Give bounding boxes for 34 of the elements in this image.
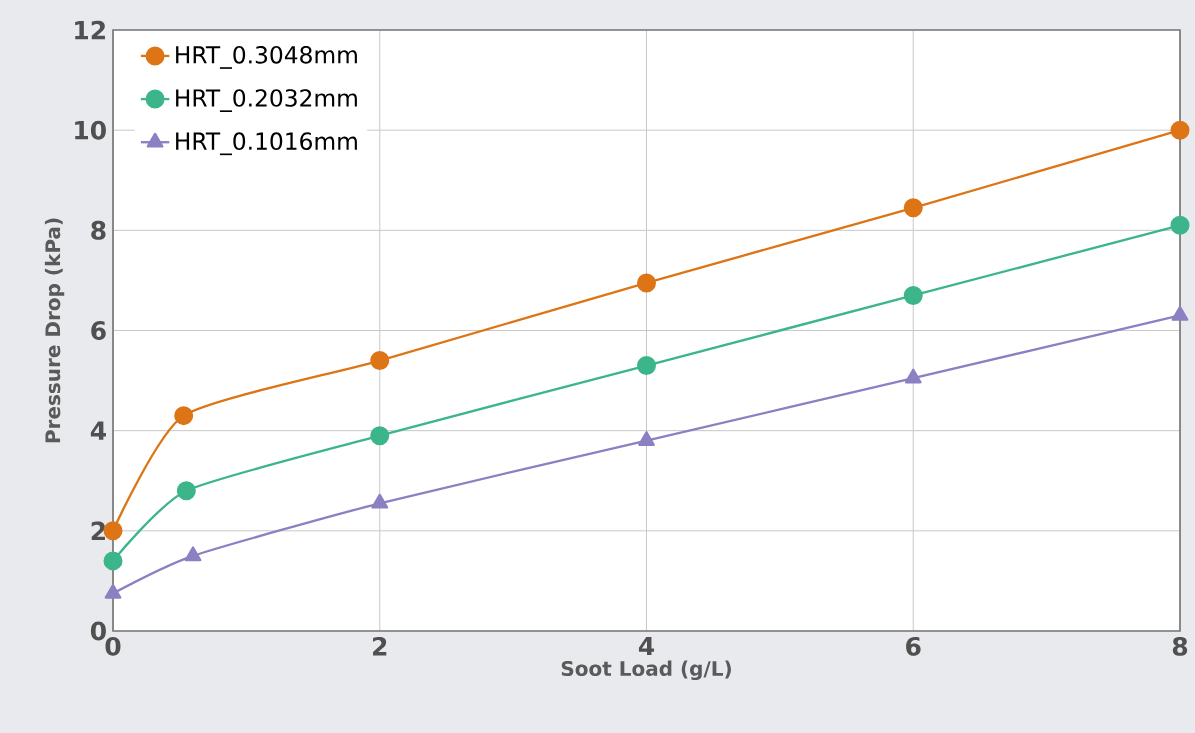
point [1170,120,1190,140]
y-tick-label: 8 [91,220,106,240]
x-tick-label: 0 [105,636,121,656]
y-tick-label: 0 [90,621,106,641]
point [903,285,923,305]
point [637,273,657,293]
point [103,521,123,541]
point [103,551,123,571]
x-tick-label: 4 [638,636,655,656]
point [371,493,389,509]
y-tick-label: 10 [75,120,106,140]
point [176,481,196,501]
point [903,198,923,218]
point [370,351,390,371]
point [184,546,202,562]
point [370,426,390,446]
y-axis-title: Pressure Drop (kPa) [44,218,65,443]
point [904,368,922,384]
point [1170,215,1190,235]
point [104,583,122,599]
x-tick-label: 6 [906,636,921,656]
legend-label: HRT_0.1016mm [176,132,357,156]
y-tick-label: 4 [90,421,106,440]
y-tick-label: 2 [91,521,105,541]
y-tick-label: 6 [91,321,106,340]
legend-label: HRT_0.2032mm [176,89,357,112]
legend-label: HRT_0.3048mm [176,46,357,69]
y-tick-label: 12 [75,20,105,40]
point [174,406,194,426]
x-tick-label: 2 [373,636,387,656]
point [637,356,657,376]
point [638,431,655,447]
x-tick-label: 8 [1172,636,1188,656]
x-axis-title: Soot Load (g/L) [561,660,731,681]
